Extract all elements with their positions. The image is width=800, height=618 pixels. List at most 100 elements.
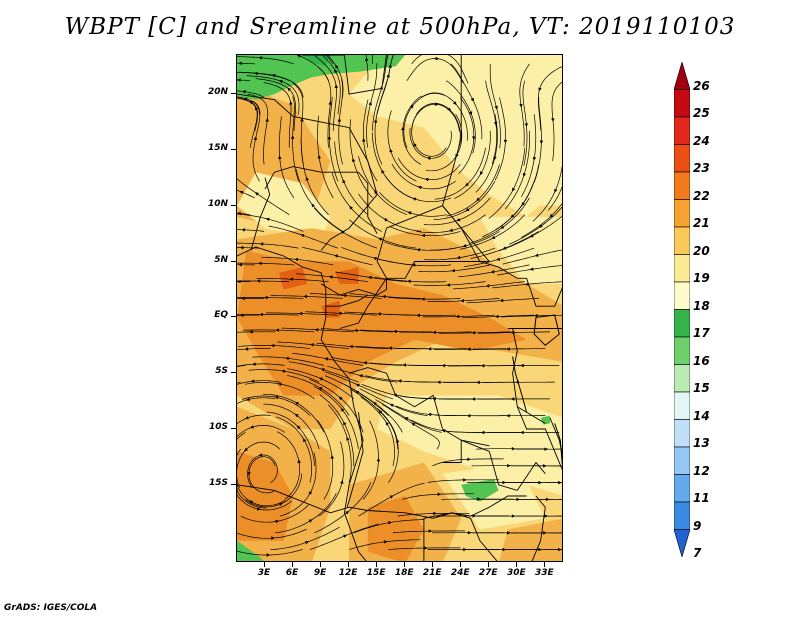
streamline-arrow-90 [250,379,255,383]
colorbar-label: 14 [693,408,710,423]
streamline-217 [488,147,526,219]
lon-tick [320,562,322,567]
streamline-arrow-35 [545,497,550,502]
lon-tick [544,562,546,567]
streamline-89 [237,381,241,384]
country-border-11 [339,261,490,329]
streamline-arrow-199 [465,207,470,212]
streamline-arrow-42 [463,478,467,482]
streamline-187 [349,119,373,199]
colorbar-label: 16 [693,353,710,368]
streamline-arrow-248 [435,56,440,61]
streamline-arrow-228 [243,97,248,101]
streamline-arrow-149 [238,263,242,267]
streamline-167 [237,229,265,232]
streamline-arrow-76 [355,390,360,394]
colorbar-label: 26 [693,78,710,93]
streamline-196 [362,99,378,182]
country-border-7 [250,177,271,251]
streamline-arrow-30 [330,454,334,459]
streamline-arrow-94 [397,379,402,383]
streamline-arrow-162 [378,237,383,241]
streamline-arrow-85 [393,393,398,397]
streamline-arrow-150 [258,261,262,266]
streamline-arrow-229 [278,79,283,84]
streamline-258 [450,63,483,140]
streamline-58 [313,385,359,450]
streamline-arrow-224 [426,156,431,160]
wbpt-green-sw-corner [237,540,264,561]
streamline-arrow-82 [277,382,282,386]
streamline-arrow-33 [477,497,481,501]
streamline-226 [504,130,530,210]
streamline-213 [366,63,378,148]
streamline-124 [237,314,299,316]
streamline-arrow-96 [476,380,480,385]
streamline-arrow-232 [447,107,452,112]
streamline-arrow-243 [539,140,544,145]
streamline-arrow-14 [428,529,433,533]
lon-tick [292,562,294,567]
streamline-228 [237,96,260,115]
streamline-arrow-219 [249,101,253,105]
country-border-10 [325,294,369,307]
lat-tick [231,204,236,206]
country-border-12 [348,367,490,447]
lat-tick [231,316,236,318]
streamline-arrow-202 [265,117,269,122]
streamline-arrow-71 [480,430,485,435]
streamline-242 [494,97,506,181]
streamline-arrow-60 [411,422,416,427]
streamline-236 [237,90,265,98]
colorbar-segment [674,171,690,200]
streamline-arrow-259 [494,105,498,110]
streamline-arrow-139 [499,298,504,303]
streamline-arrow-253 [238,61,243,66]
lat-label-20n: 20N [207,87,228,98]
lon-label-18e: 18E [394,568,414,578]
country-border-1 [302,55,387,95]
streamline-40 [328,404,352,483]
streamline-49 [319,394,355,466]
streamlines-layer [237,55,562,557]
colorbar-segment [674,116,690,145]
streamline-arrow-171 [383,218,388,222]
colorbar-segment [674,89,690,118]
streamline-arrow-158 [239,245,244,250]
lat-label-10n: 10N [207,198,228,209]
streamline-arrow-131 [534,314,538,318]
streamline-arrow-38 [258,453,263,457]
colorbar-label: 22 [693,188,710,203]
streamline-arrow-164 [456,255,461,260]
streamline-arrow-217 [512,187,516,192]
lon-label-9e: 9E [313,568,327,578]
streamline-arrow-2 [305,541,310,545]
streamline-arrow-124 [259,312,263,317]
country-border-22 [549,417,562,456]
streamline-arrow-112 [427,347,432,351]
streamline-arrow-115 [249,330,253,334]
country-border-6 [264,166,322,190]
wbpt-region-se-orange [499,518,562,561]
lon-tick [432,562,434,567]
streamline-arrow-204 [337,118,341,122]
streamline-arrow-195 [327,135,332,140]
streamline-arrow-147 [485,284,490,288]
lon-label-27e: 27E [478,568,498,578]
streamline-arrow-49 [343,421,347,426]
streamline-arrow-61 [511,447,516,451]
streamline-arrow-102 [363,361,367,365]
streamline-arrow-238 [335,64,339,69]
streamline-arrow-79 [466,414,471,418]
streamline-185 [278,116,295,199]
lat-label-15n: 15N [207,142,228,153]
colorbar-bottom-triangle [674,529,690,557]
lon-tick [376,562,378,567]
streamline-arrow-5 [423,546,428,550]
streamline-arrow-247 [365,57,369,62]
streamline-arrow-222 [379,85,383,90]
lon-label-21e: 21E [422,568,442,578]
streamline-arrow-32 [437,492,442,496]
streamline-arrow-88 [510,397,515,401]
streamline-158 [237,247,260,249]
